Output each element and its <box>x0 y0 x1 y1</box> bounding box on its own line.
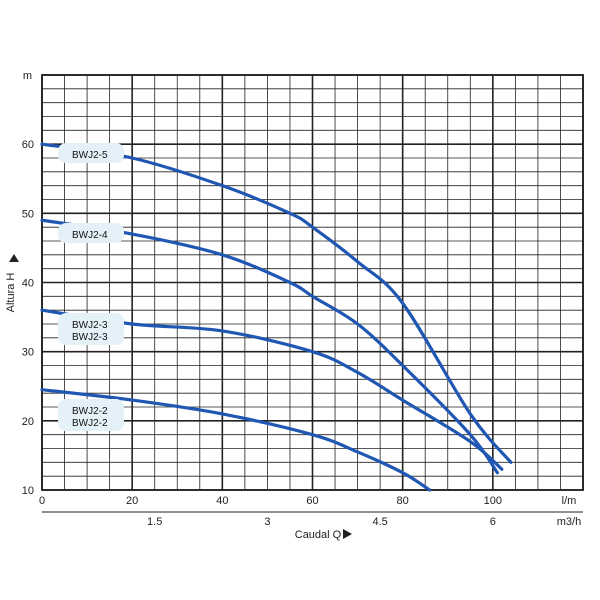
y-tick-label: 40 <box>22 278 34 290</box>
y-tick-label: 10 <box>22 485 34 497</box>
curve-label-text: BWJ2-3 <box>72 320 108 331</box>
y-tick-label: 50 <box>22 208 34 220</box>
x-tick-label: 60 <box>306 495 318 507</box>
x-tick-label: 20 <box>126 495 138 507</box>
x-tick-label: 80 <box>397 495 409 507</box>
x-tick-label: 0 <box>39 495 45 507</box>
x2-tick-label: 6 <box>490 516 496 528</box>
y-tick-label: 20 <box>22 416 34 428</box>
curve-label-box <box>58 313 124 345</box>
y-tick-label: 60 <box>22 139 34 151</box>
x-axis-title: Caudal Q <box>295 529 342 541</box>
x-unit-bottom-label: m3/h <box>557 516 581 528</box>
y-unit-label: m <box>23 70 32 82</box>
y-axis-arrow-icon <box>9 254 19 262</box>
curve-label-box <box>58 143 124 163</box>
curve-label-box <box>58 223 124 243</box>
y-tick-label: 30 <box>22 347 34 359</box>
curve-label-text: BWJ2-2 <box>72 406 108 417</box>
series-line-bwj2-4 <box>40 218 499 475</box>
x-tick-label: 100 <box>484 495 502 507</box>
x2-tick-label: 3 <box>264 516 270 528</box>
curve-label-box <box>58 399 124 431</box>
series-line-bwj2-3 <box>40 308 504 471</box>
curve-label-text: BWJ2-2 <box>72 418 108 429</box>
x-tick-label: 40 <box>216 495 228 507</box>
curve-label-text: BWJ2-4 <box>72 230 108 241</box>
x-unit-top-label: l/m <box>562 495 577 507</box>
x-axis-arrow-icon <box>343 529 352 539</box>
series-line-bwj2-2 <box>40 388 432 492</box>
curve-label-text: BWJ2-3 <box>72 332 108 343</box>
curve-label-text: BWJ2-5 <box>72 150 108 161</box>
x2-tick-label: 4.5 <box>372 516 387 528</box>
x2-tick-label: 1.5 <box>147 516 162 528</box>
series-line-bwj2-5 <box>40 142 513 464</box>
y-axis-title: Altura H <box>5 273 17 313</box>
plot-frame <box>41 74 584 491</box>
